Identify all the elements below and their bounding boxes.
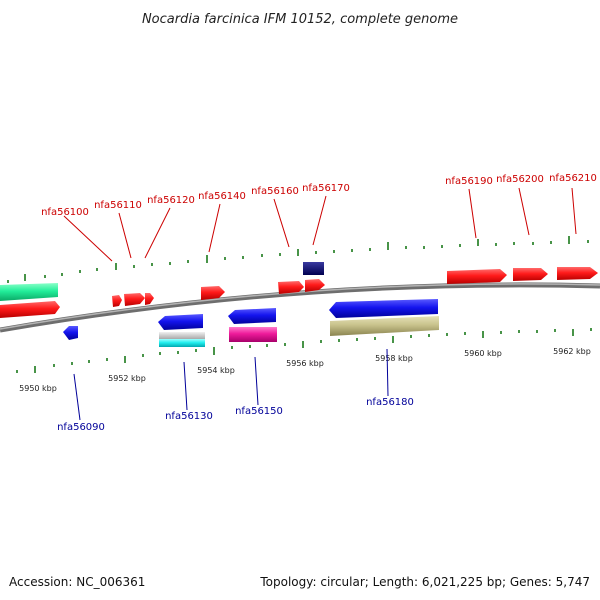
gene-forward-red [201, 286, 225, 300]
gene-reverse-blue [63, 326, 78, 340]
gene-forward-red [447, 269, 507, 284]
gene-forward-red [305, 279, 325, 292]
forward-callout-lines [63, 187, 577, 262]
inner-tick-marks [16, 328, 592, 373]
gene-label: nfa56100 [41, 207, 89, 218]
gene-forward-red [112, 295, 122, 307]
genome-summary-text: Topology: circular; Length: 6,021,225 bp… [259, 575, 590, 589]
gene-label: nfa56090 [57, 422, 105, 433]
kbp-label: 5960 kbp [464, 349, 502, 358]
gene-label: nfa56110 [94, 200, 142, 211]
kbp-scale-labels: 5950 kbp 5952 kbp 5954 kbp 5956 kbp 5958… [19, 347, 591, 393]
gene-reverse-blue [329, 299, 438, 318]
gene-forward-red [557, 267, 598, 280]
gene-reverse-magenta [229, 327, 277, 342]
kbp-label: 5956 kbp [286, 359, 324, 368]
gene-label: nfa56150 [235, 406, 283, 417]
accession-text: Accession: NC_006361 [9, 575, 145, 589]
gene-label: nfa56130 [165, 411, 213, 422]
gene-label: nfa56180 [366, 397, 414, 408]
gene-reverse-blue [158, 314, 203, 330]
reverse-strand-genes [63, 299, 439, 347]
reverse-callout-lines [73, 348, 389, 421]
gene-forward-red [513, 268, 548, 281]
gene-label: nfa56120 [147, 195, 195, 206]
map-title: Nocardia farcinica IFM 10152, complete g… [142, 12, 458, 27]
gene-forward-navy [303, 262, 324, 275]
gene-forward-red [124, 293, 145, 306]
gene-label: nfa56210 [549, 173, 597, 184]
genome-backbone [0, 282, 600, 333]
kbp-label: 5952 kbp [108, 374, 146, 383]
reverse-gene-labels: nfa56090 nfa56130 nfa56150 nfa56180 [57, 397, 414, 433]
forward-strand-genes [0, 262, 598, 318]
gene-reverse-cyan [159, 339, 205, 347]
gene-label: nfa56190 [445, 176, 493, 187]
gene-forward-red [278, 281, 304, 294]
kbp-label: 5958 kbp [375, 354, 413, 363]
gene-forward-red [145, 293, 154, 305]
forward-gene-labels: nfa56100 nfa56110 nfa56120 nfa56140 nfa5… [41, 173, 597, 218]
kbp-label: 5954 kbp [197, 366, 235, 375]
outer-tick-marks [7, 236, 589, 283]
gene-label: nfa56200 [496, 174, 544, 185]
gene-reverse-blue [228, 308, 276, 324]
gene-reverse-olive [330, 316, 439, 336]
gene-forward-green [0, 283, 58, 301]
kbp-label: 5962 kbp [553, 347, 591, 356]
gene-label: nfa56140 [198, 191, 246, 202]
genome-backbone-highlight [0, 283, 600, 330]
kbp-label: 5950 kbp [19, 384, 57, 393]
gene-reverse-gray [159, 332, 205, 339]
gene-forward-red [0, 301, 60, 318]
gene-label: nfa56160 [251, 186, 299, 197]
gene-label: nfa56170 [302, 183, 350, 194]
